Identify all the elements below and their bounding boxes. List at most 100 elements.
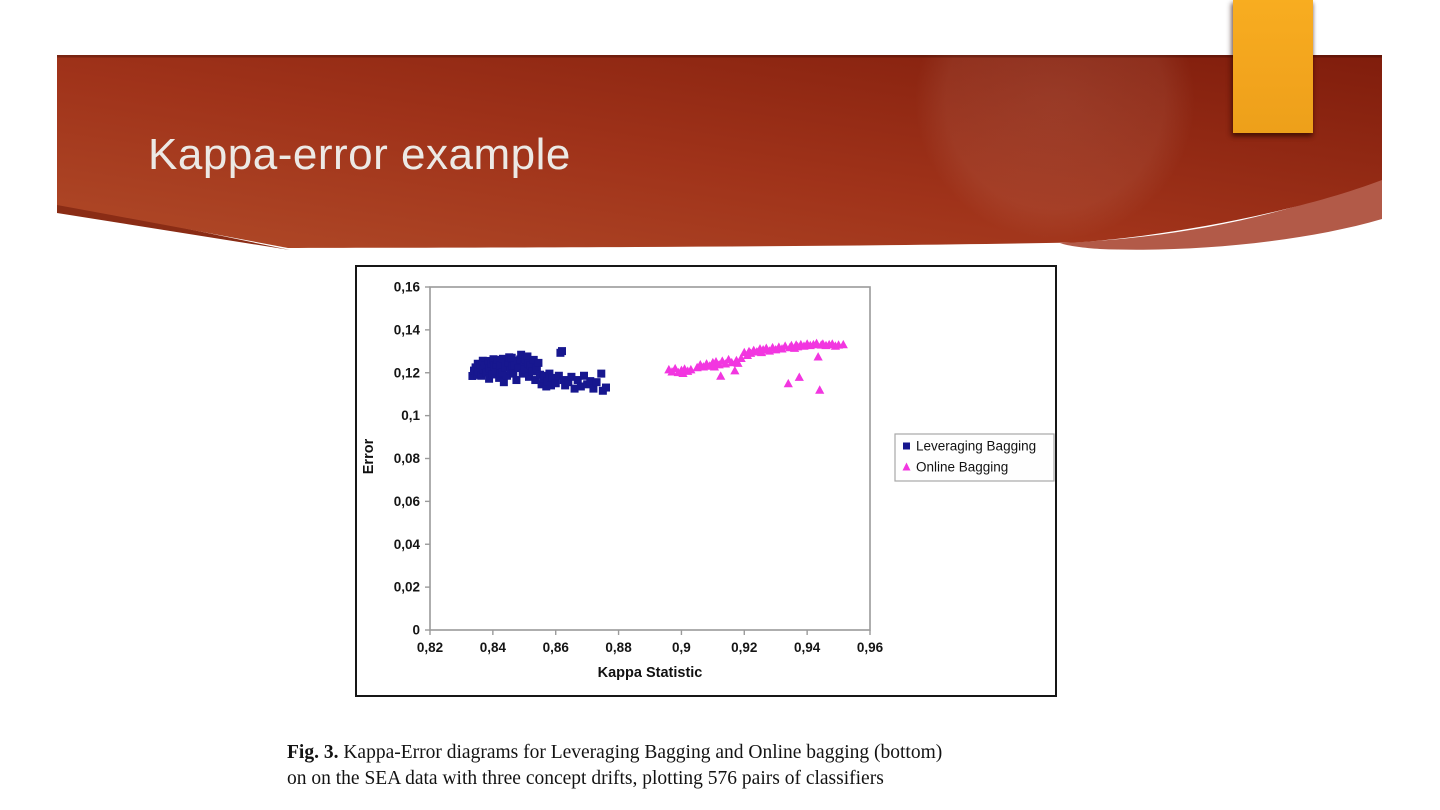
scatter-point-leveraging-bagging (498, 368, 507, 377)
scatter-point-leveraging-bagging (554, 371, 563, 380)
accent-rectangle (1233, 0, 1313, 133)
scatter-point-leveraging-bagging (526, 361, 535, 370)
scatter-point-leveraging-bagging (570, 384, 579, 393)
x-tick-label: 0,86 (543, 640, 570, 655)
caption-line-2: on on the SEA data with three concept dr… (287, 768, 884, 789)
scatter-point-leveraging-bagging (534, 358, 543, 367)
legend-box (894, 433, 1055, 482)
x-tick-label: 0,96 (857, 640, 884, 655)
scatter-point-online-bagging (783, 378, 793, 388)
legend-marker-triangle (902, 462, 911, 471)
scatter-point-online-bagging (678, 368, 688, 377)
scatter-point-leveraging-bagging (597, 369, 606, 378)
legend-label: Leveraging Bagging (916, 439, 1036, 454)
scatter-point-leveraging-bagging (507, 353, 516, 362)
scatter-point-leveraging-bagging (548, 373, 557, 382)
chart-figure: 0,82 0,84 0,86 0,88 0,9 0,92 0,94 0,96 0 0,02 0,04… (355, 265, 1057, 697)
scatter-point-leveraging-bagging (514, 364, 523, 373)
scatter-point-leveraging-bagging (520, 365, 529, 374)
y-tick-label: 0,14 (394, 322, 421, 337)
scatter-point-online-bagging (686, 364, 696, 374)
scatter-point-leveraging-bagging (551, 379, 560, 388)
y-tick-label: 0,06 (394, 494, 421, 509)
scatter-point-leveraging-bagging (512, 376, 521, 385)
scatter-point-online-bagging (838, 339, 848, 349)
plot-area (429, 286, 871, 631)
y-tick-label: 0,12 (394, 365, 420, 380)
kappa-error-chart: 0,82 0,84 0,86 0,88 0,9 0,92 0,94 0,96 0 0,02 0,04… (361, 280, 1055, 681)
scatter-point-online-bagging (730, 366, 740, 375)
scatter-point-leveraging-bagging (586, 377, 595, 386)
scatter-point-leveraging-bagging (493, 355, 502, 364)
scatter-point-leveraging-bagging (540, 371, 549, 380)
scatter-point-leveraging-bagging (564, 378, 573, 387)
scatter-point-leveraging-bagging (531, 376, 540, 385)
scatter-point-leveraging-bagging (489, 355, 498, 364)
figure-caption: Fig. 3. Kappa-Error diagrams for Leverag… (287, 740, 1143, 792)
scatter-point-leveraging-bagging (537, 380, 546, 389)
scatter-point-leveraging-bagging (517, 350, 526, 359)
scatter-point-leveraging-bagging (536, 370, 544, 379)
scatter-point-leveraging-bagging (495, 373, 504, 382)
x-tick-label: 0,92 (731, 640, 757, 655)
scatter-point-leveraging-bagging (529, 355, 538, 364)
scatter-point-leveraging-bagging (504, 358, 513, 367)
banner-highlight-circle (915, 55, 1195, 240)
title-banner (57, 55, 1382, 250)
scatter-point-leveraging-bagging (481, 361, 489, 370)
scatter-point-leveraging-bagging (485, 374, 494, 383)
slide-title: Kappa-error example (148, 130, 571, 179)
scatter-point-online-bagging (736, 353, 746, 362)
scatter-point-leveraging-bagging (468, 371, 477, 380)
scatter-point-leveraging-bagging (496, 361, 505, 370)
scatter-point-online-bagging (813, 352, 823, 361)
scatter-point-leveraging-bagging (542, 382, 551, 391)
y-tick-label: 0,08 (394, 451, 421, 466)
axis-title-y: Error (361, 438, 377, 474)
scatter-point-leveraging-bagging (492, 366, 500, 375)
scatter-point-leveraging-bagging (516, 355, 525, 364)
banner-top-edge (57, 55, 1382, 58)
scatter-point-leveraging-bagging (576, 382, 585, 391)
x-tick-label: 0,94 (794, 640, 821, 655)
scatter-point-online-bagging (709, 362, 720, 371)
x-tick-label: 0,82 (417, 640, 443, 655)
caption-line-1: Fig. 3. Kappa-Error diagrams for Leverag… (287, 740, 1143, 766)
scatter-point-leveraging-bagging (589, 384, 598, 393)
scatter-point-leveraging-bagging (528, 367, 537, 376)
scatter-point-leveraging-bagging (499, 378, 508, 387)
x-tick-label: 0,9 (672, 640, 691, 655)
y-tick-label: 0,16 (394, 280, 421, 295)
caption-text-1: Kappa-Error diagrams for Leveraging Bagg… (343, 742, 943, 763)
scatter-point-leveraging-bagging (518, 369, 527, 378)
y-tick-label: 0,02 (394, 580, 420, 595)
scatter-point-online-bagging (727, 357, 737, 367)
y-tick-label: 0,04 (394, 537, 421, 552)
scatter-point-leveraging-bagging (545, 369, 554, 378)
scatter-point-leveraging-bagging (573, 376, 582, 385)
x-tick-label: 0,88 (605, 640, 632, 655)
scatter-point-online-bagging (815, 385, 825, 394)
legend-label: Online Bagging (916, 460, 1008, 475)
scatter-point-leveraging-bagging (580, 371, 588, 380)
scatter-point-leveraging-bagging (525, 372, 533, 381)
scatter-point-leveraging-bagging (558, 347, 566, 356)
scatter-point-leveraging-bagging (547, 381, 555, 390)
scatter-point-leveraging-bagging (543, 377, 552, 386)
banner-swoosh (1060, 175, 1382, 250)
scatter-point-leveraging-bagging (510, 361, 519, 370)
scatter-point-leveraging-bagging (474, 367, 483, 376)
x-tick-label: 0,84 (480, 640, 507, 655)
legend-marker-square (903, 442, 910, 450)
scatter-point-online-bagging (794, 372, 804, 381)
scatter-point-leveraging-bagging (477, 371, 486, 380)
scatter-point-leveraging-bagging (567, 372, 576, 381)
scatter-point-leveraging-bagging (523, 352, 532, 361)
y-tick-label: 0,1 (401, 408, 420, 423)
scatter-point-leveraging-bagging (532, 364, 541, 373)
scatter-point-leveraging-bagging (478, 356, 487, 365)
scatter-point-leveraging-bagging (559, 376, 568, 385)
scatter-point-leveraging-bagging (592, 378, 601, 387)
scatter-point-online-bagging (716, 371, 726, 380)
